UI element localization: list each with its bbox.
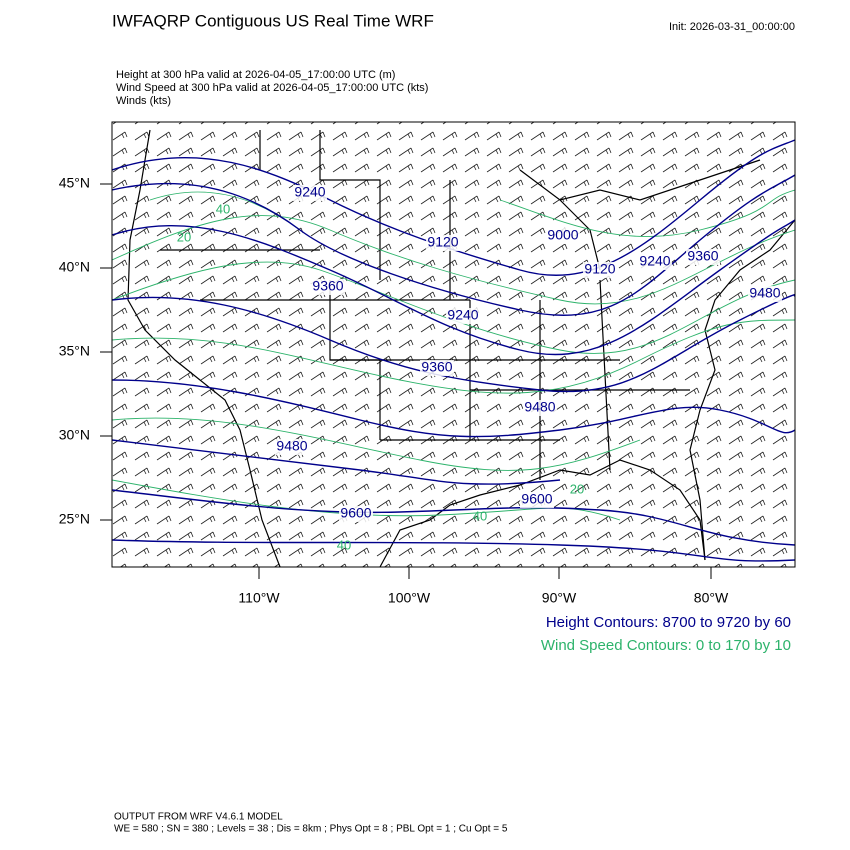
wind-contour-label: 40 (216, 201, 230, 216)
height-contour-label: 9120 (584, 261, 615, 277)
label-backdrop (446, 308, 480, 324)
label-backdrop (275, 439, 309, 455)
label-backdrop (293, 185, 327, 201)
label-backdrop (638, 254, 672, 270)
wind-legend: Wind Speed Contours: 0 to 170 by 10 (541, 637, 791, 654)
wind-contour-label: 20 (177, 229, 191, 244)
lat-label: 30°N (59, 427, 90, 443)
map-frame (111, 121, 796, 568)
height-contour-label: 9120 (427, 234, 458, 250)
wind-contour-label: 20 (570, 481, 584, 496)
label-backdrop (546, 228, 580, 244)
height-contour-label: 9360 (421, 359, 452, 375)
height-contour-label: 9480 (524, 399, 555, 415)
wind-contour-label: 40 (473, 508, 487, 523)
height-contour-label: 9360 (312, 278, 343, 294)
height-contour-label: 9480 (276, 438, 307, 454)
lon-label: 90°W (542, 590, 577, 606)
lon-label: 100°W (388, 590, 431, 606)
height-contour-label: 9000 (547, 227, 578, 243)
height-contour-label: 9240 (639, 253, 670, 269)
wind-speed-contours (112, 189, 795, 521)
label-backdrop (426, 235, 460, 251)
lat-label: 40°N (59, 259, 90, 275)
label-backdrop (420, 360, 454, 376)
title: IWFAQRP Contiguous US Real Time WRF (112, 11, 434, 30)
label-backdrop (520, 492, 554, 508)
field-label: Wind Speed at 300 hPa valid at 2026-04-0… (116, 82, 428, 94)
label-backdrop (748, 286, 782, 302)
height-contour-label: 9480 (749, 285, 780, 301)
field-label: Winds (kts) (116, 95, 171, 107)
height-contour-label: 9600 (340, 505, 371, 521)
height-contour-label: 9360 (687, 248, 718, 264)
init-time: Init: 2026-03-31_00:00:00 (669, 21, 795, 33)
height-contour-label: 9240 (294, 184, 325, 200)
height-legend: Height Contours: 8700 to 9720 by 60 (546, 614, 791, 631)
lon-label: 80°W (694, 590, 729, 606)
height-contour-label: 9240 (447, 307, 478, 323)
lat-label: 35°N (59, 343, 90, 359)
footer-settings: WE = 580 ; SN = 380 ; Levels = 38 ; Dis … (114, 824, 508, 835)
lat-label: 45°N (59, 175, 90, 191)
label-backdrop (686, 249, 720, 265)
label-backdrop (583, 262, 617, 278)
footer-model: OUTPUT FROM WRF V4.6.1 MODEL (114, 812, 283, 823)
lon-label: 110°W (238, 590, 280, 606)
label-backdrop (311, 279, 345, 295)
label-backdrop (339, 506, 373, 522)
height-contour-label: 9600 (521, 491, 552, 507)
wind-barbs (112, 122, 795, 567)
lat-label: 25°N (59, 511, 90, 527)
wind-contour-label: 40 (337, 537, 351, 552)
height-contours (112, 139, 795, 562)
label-backdrop (523, 400, 557, 416)
map-body (112, 122, 795, 567)
field-label: Height at 300 hPa valid at 2026-04-05_17… (116, 69, 395, 81)
